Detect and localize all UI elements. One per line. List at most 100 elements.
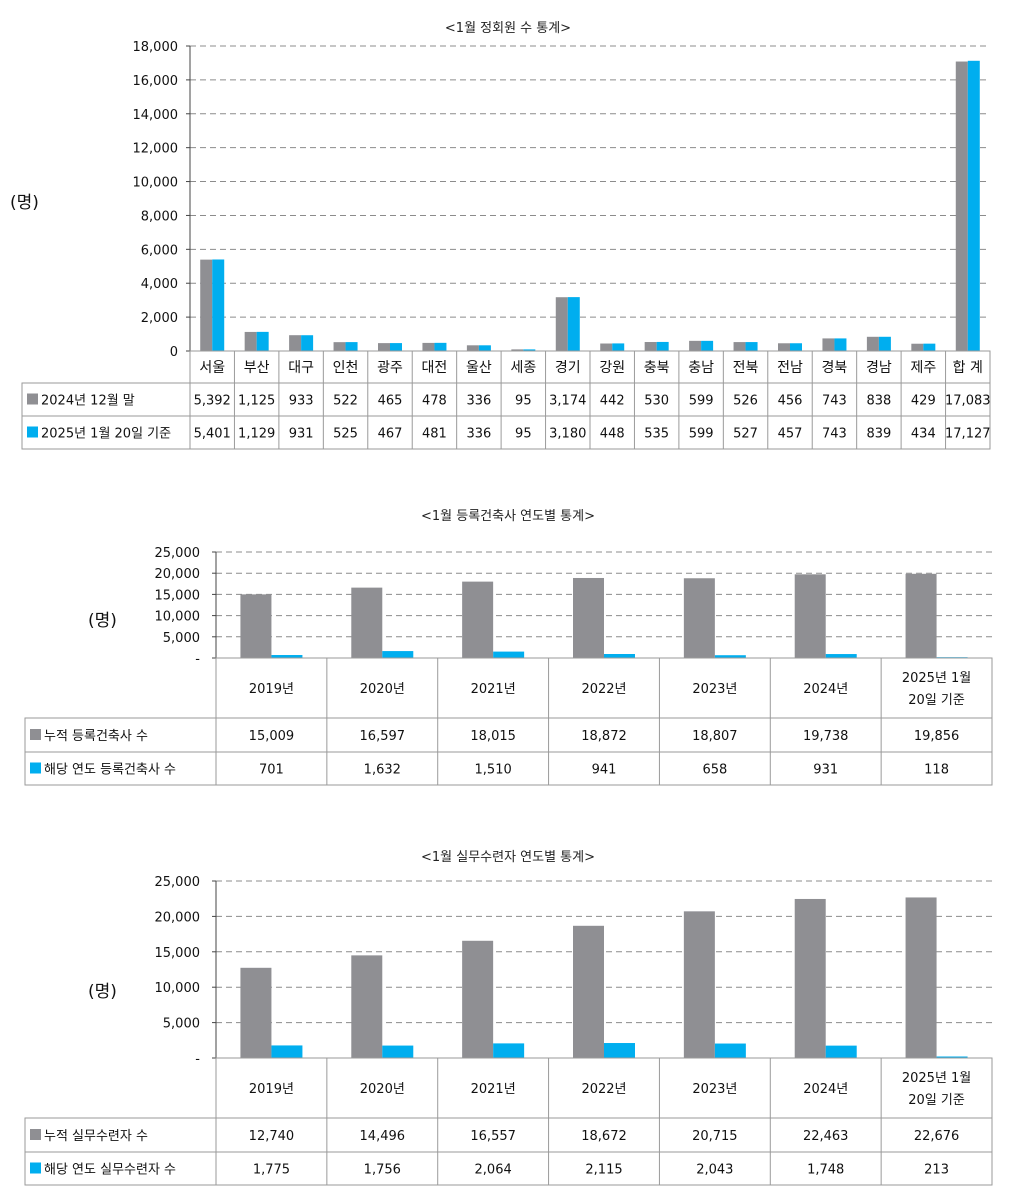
y-axis-unit-label: (명) — [88, 982, 117, 1002]
y-tick-label: 10,000 — [133, 176, 179, 191]
y-tick-label: 14,000 — [133, 108, 179, 123]
category-label: 부산 — [244, 360, 270, 376]
data-cell: 839 — [866, 427, 891, 442]
data-cell: 429 — [911, 394, 936, 409]
data-cell: 336 — [466, 394, 491, 409]
chart-3: <1월 실무수련자 연도별 통계> (명) - 5,000 10,000 15,000 20… — [24, 850, 993, 1186]
bar-series1 — [462, 581, 494, 658]
data-cell: 1,748 — [807, 1163, 844, 1178]
bar-series1 — [240, 594, 272, 658]
bar-series1 — [905, 897, 937, 1058]
category-label: 20일 기준 — [908, 693, 965, 708]
bar-series2 — [878, 336, 891, 351]
data-cell: 1,129 — [238, 427, 275, 442]
data-cell: 2,064 — [475, 1163, 512, 1178]
category-label: 2019년 — [249, 1082, 294, 1097]
bar-series2 — [834, 338, 847, 351]
bar-series2 — [478, 345, 491, 351]
data-cell: 1,775 — [253, 1163, 290, 1178]
bar-series2 — [271, 655, 303, 658]
chart-1: <1월 정회원 수 통계> (명) 0 2,000 4,000 6,000 8,000 10,… — [10, 21, 991, 450]
data-cell: 743 — [822, 394, 847, 409]
data-cell: 2,043 — [696, 1163, 733, 1178]
bar-series2 — [434, 342, 447, 351]
legend-label: 해당 연도 등록건축사 수 — [44, 763, 176, 778]
category-label: 2024년 — [803, 682, 848, 697]
data-cell: 18,807 — [692, 729, 738, 744]
bar-series2 — [493, 651, 525, 658]
y-tick-label: 18,000 — [133, 40, 179, 55]
data-cell: 701 — [259, 763, 284, 778]
data-cell: 17,127 — [945, 427, 991, 442]
y-tick-label: - — [195, 1052, 200, 1067]
data-cell: 933 — [289, 394, 314, 409]
y-tick-label: 12,000 — [133, 142, 179, 157]
data-cell: 5,392 — [194, 394, 231, 409]
data-cell: 535 — [644, 427, 669, 442]
bar-series2 — [604, 1043, 635, 1058]
category-label: 2020년 — [360, 1082, 405, 1097]
data-cell: 19,856 — [914, 729, 960, 744]
category-label: 2023년 — [692, 1082, 737, 1097]
bar-series1 — [778, 343, 790, 351]
chart-title: <1월 실무수련자 연도별 통계> — [421, 850, 595, 865]
data-cell: 465 — [378, 394, 403, 409]
data-cell: 1,756 — [364, 1163, 401, 1178]
category-label: 울산 — [466, 360, 492, 376]
bar-series1 — [866, 336, 879, 351]
data-cell: 18,672 — [581, 1129, 627, 1144]
bar-series1 — [466, 345, 479, 351]
bar-series2 — [656, 341, 669, 351]
category-label: 합 계 — [953, 360, 983, 376]
bar-series1 — [351, 587, 383, 658]
bar-series2 — [604, 654, 635, 658]
y-tick-label: 20,000 — [155, 567, 201, 582]
bar-series2 — [212, 259, 225, 351]
data-cell: 931 — [289, 427, 314, 442]
data-cell: 20,715 — [692, 1129, 738, 1144]
bar-series2 — [382, 651, 414, 658]
bar-series1 — [378, 343, 390, 351]
bar-series2 — [523, 349, 536, 351]
legend-label: 2025년 1월 20일 기준 — [41, 427, 171, 442]
bar-series2 — [701, 340, 714, 351]
y-tick-label: 8,000 — [141, 209, 178, 224]
data-cell: 18,015 — [470, 729, 516, 744]
category-label: 서울 — [199, 360, 225, 376]
bar-series1 — [794, 898, 826, 1058]
bar-series1 — [822, 338, 835, 351]
bar-series1 — [244, 331, 257, 351]
category-label: 전남 — [777, 360, 803, 376]
data-cell: 448 — [600, 427, 625, 442]
data-cell: 18,872 — [581, 729, 627, 744]
data-cell: 16,597 — [360, 729, 406, 744]
data-cell: 941 — [592, 763, 617, 778]
bar-series1 — [600, 343, 613, 351]
bar-series1 — [555, 297, 568, 351]
category-label: 2020년 — [360, 682, 405, 697]
legend-swatch-series2 — [30, 1162, 41, 1174]
bar-series2 — [790, 343, 802, 351]
bar-series1 — [200, 259, 213, 351]
bar-series1 — [289, 335, 302, 351]
bar-series1 — [462, 940, 494, 1058]
data-cell: 530 — [644, 394, 669, 409]
category-label: 제주 — [910, 360, 936, 376]
data-cell: 467 — [378, 427, 403, 442]
category-label: 2025년 1월 — [902, 671, 971, 686]
bar-series1 — [422, 342, 435, 351]
bar-series2 — [390, 343, 402, 351]
bar-series1 — [683, 911, 715, 1058]
data-cell: 3,180 — [549, 427, 586, 442]
bar-series2 — [967, 60, 980, 351]
y-tick-label: 10,000 — [155, 981, 201, 996]
bar-series2 — [714, 655, 746, 658]
category-label: 경기 — [555, 360, 581, 376]
y-tick-label: 15,000 — [155, 588, 201, 603]
category-label: 세종 — [510, 360, 536, 376]
bar-series1 — [511, 349, 524, 351]
data-cell: 434 — [911, 427, 936, 442]
category-label: 2022년 — [581, 1082, 626, 1097]
legend-swatch-series2 — [30, 762, 41, 774]
